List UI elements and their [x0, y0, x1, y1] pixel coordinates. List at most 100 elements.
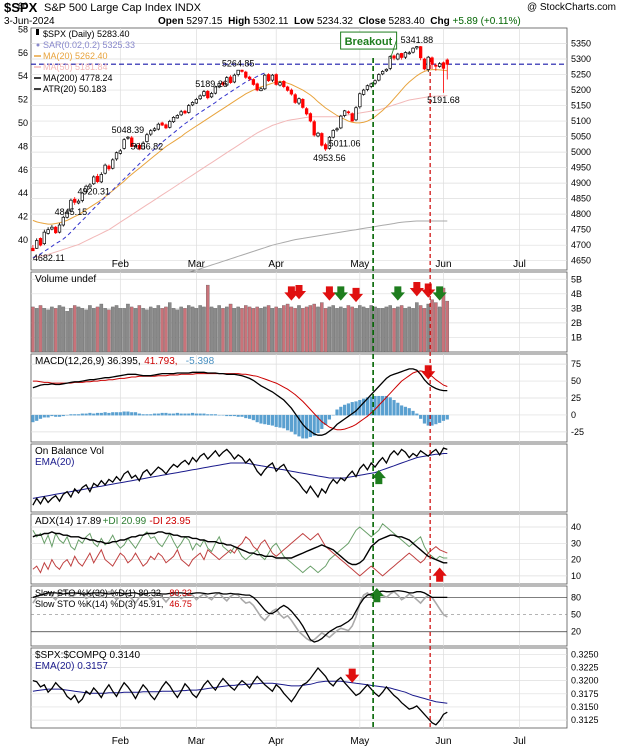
macd-histogram-bar	[168, 413, 172, 416]
volume-bar	[415, 302, 419, 353]
macd-histogram-bar	[46, 414, 50, 418]
volume-signal-arrow	[322, 286, 337, 301]
volume-tick-label: 5B	[571, 274, 582, 284]
volume-bar	[103, 308, 107, 353]
macd-histogram-bar	[164, 412, 168, 416]
macd-histogram-bar	[396, 402, 400, 416]
open-value: 5297.15	[186, 16, 223, 27]
volume-bar	[107, 309, 111, 353]
volume-bar	[244, 305, 248, 353]
candle-body	[418, 46, 423, 59]
candle-body	[107, 165, 111, 170]
candle-body	[415, 46, 419, 49]
candle-body	[289, 89, 294, 95]
macd-histogram-bar	[38, 414, 43, 419]
volume-bar	[422, 308, 427, 353]
macd-histogram-bar	[95, 412, 100, 416]
price-tick-label: 4750	[571, 225, 591, 235]
volume-bar	[278, 308, 282, 353]
candle-body	[350, 113, 354, 122]
candle-body	[69, 199, 73, 212]
macd-histogram-bar	[221, 414, 225, 416]
macd-histogram-bar	[434, 414, 438, 425]
ratio-tick-label: 0.3200	[571, 676, 599, 686]
volume-bar	[152, 308, 157, 353]
candle-body	[422, 58, 427, 70]
price-annotation: 5264.85	[222, 59, 255, 69]
price-legend-entry: MA(200) 4778.24	[43, 73, 113, 83]
price-annotation: 5056.82	[131, 142, 164, 152]
candle-body	[42, 231, 46, 244]
sto-legend-entry: 46.75	[169, 599, 192, 609]
price-legend-swatch	[36, 43, 40, 47]
volume-bar	[418, 305, 423, 353]
macd-histogram-bar	[369, 396, 373, 416]
candle-body	[236, 69, 240, 75]
macd-histogram-bar	[422, 414, 427, 424]
macd-histogram-bar	[190, 412, 195, 416]
candle-body	[304, 108, 309, 115]
macd-histogram-bar	[114, 412, 119, 416]
volume-bar	[289, 306, 294, 353]
ratio-signal-arrow	[345, 668, 360, 683]
candle-body	[206, 90, 210, 99]
macd-histogram-bar	[194, 413, 198, 416]
obv-legend-entry: EMA(20)	[35, 457, 74, 468]
obv-signal-arrow	[371, 469, 386, 485]
volume-bar	[407, 306, 411, 353]
macd-line	[32, 368, 448, 436]
volume-bar	[232, 308, 237, 353]
candle-body	[399, 53, 404, 58]
candle-body	[331, 130, 335, 138]
volume-bar	[50, 306, 54, 353]
volume-bar	[380, 308, 385, 353]
macd-histogram-bar	[35, 414, 39, 421]
price-legend-entry: $SPX (Daily) 5283.40	[43, 29, 130, 39]
chg-value: +5.89 (+0.11%)	[452, 16, 521, 27]
macd-histogram-bar	[263, 414, 267, 425]
macd-histogram-bar	[69, 414, 73, 416]
price-legend-entry: MA(50) 5181.84	[43, 62, 108, 72]
obv-legend-entry: On Balance Vol	[35, 446, 104, 457]
volume-bar	[346, 305, 351, 353]
macd-histogram-bar	[327, 414, 332, 420]
macd-signal-arrow	[421, 365, 436, 380]
volume-bar	[266, 305, 271, 353]
macd-histogram-bar	[297, 414, 301, 437]
volume-bar	[225, 306, 229, 353]
macd-histogram-bar	[312, 414, 316, 436]
ticker-fullname: S&P 500 Large Cap Index	[44, 2, 172, 14]
price-annotation: 5011.06	[329, 139, 361, 149]
candle-body	[57, 224, 62, 233]
volume-bar	[361, 306, 366, 353]
macd-histogram-bar	[225, 414, 229, 417]
candle-body	[320, 133, 324, 146]
volume-bar	[145, 309, 149, 353]
macd-histogram-bar	[426, 414, 430, 426]
macd-histogram-bar	[445, 414, 449, 420]
macd-tick-label: 50	[571, 376, 581, 386]
macd-histogram-bar	[411, 410, 415, 416]
price-legend-swatch	[36, 29, 39, 35]
macd-histogram-bar	[266, 414, 271, 425]
macd-histogram-bar	[441, 414, 446, 421]
macd-signal-line	[32, 370, 448, 431]
macd-histogram-bar	[198, 413, 202, 416]
macd-histogram-bar	[92, 413, 96, 416]
macd-legend-entry: -5.398	[186, 356, 215, 367]
macd-histogram-bar	[213, 414, 217, 416]
candle-body	[149, 130, 153, 135]
volume-bar	[194, 308, 199, 353]
sar-trendline	[32, 72, 265, 259]
volume-bar	[259, 308, 263, 353]
volume-signal-arrow	[291, 284, 307, 300]
atr-scale-label: 42	[18, 212, 28, 222]
adx-signal-arrow	[432, 567, 447, 582]
macd-histogram-bar	[274, 414, 278, 427]
volume-bar	[118, 308, 123, 353]
volume-bar	[175, 309, 180, 353]
volume-bar	[34, 308, 39, 353]
candle-body	[46, 229, 50, 234]
volume-bar	[274, 306, 278, 353]
volume-bar	[240, 308, 244, 353]
